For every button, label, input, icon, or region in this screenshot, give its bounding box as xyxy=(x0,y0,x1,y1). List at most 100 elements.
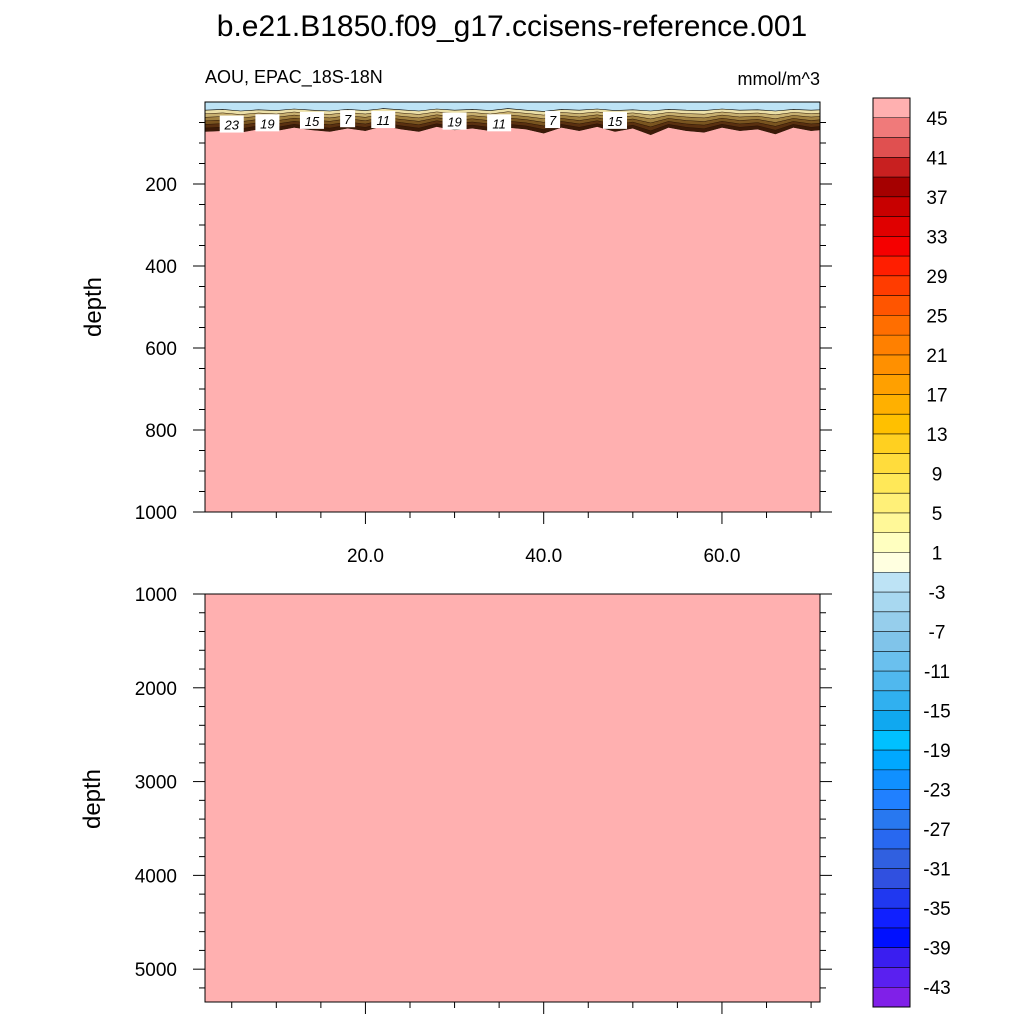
colorbar-swatch xyxy=(873,216,910,237)
colorbar-swatch xyxy=(873,157,910,178)
colorbar-swatch xyxy=(873,710,910,731)
colorbar-swatch xyxy=(873,848,910,870)
x-tick-label: 40.0 xyxy=(525,546,562,567)
colorbar-swatch xyxy=(873,987,910,1008)
upper-y-tick-label: 800 xyxy=(145,421,177,442)
lower-y-tick-label: 4000 xyxy=(135,866,177,887)
colorbar-label: -3 xyxy=(929,583,946,604)
lower-deep-field xyxy=(205,594,820,1002)
colorbar-swatch xyxy=(873,631,910,652)
lower-plot-area xyxy=(205,594,820,1002)
upper-y-tick-label: 600 xyxy=(145,339,177,360)
colorbar: 45 41 37 33 29 25 21 17 13 9 5 1 -3 -7 -11 -15 -19 -23 -27… xyxy=(872,97,951,1008)
svg-text:19: 19 xyxy=(447,115,461,130)
colorbar-swatch xyxy=(873,532,910,553)
colorbar-swatch xyxy=(873,433,910,455)
colorbar-swatch xyxy=(873,275,910,297)
colorbar-label: 37 xyxy=(926,188,947,209)
contour-label: 7 xyxy=(545,111,561,129)
colorbar-swatch xyxy=(873,769,910,791)
colorbar-swatch xyxy=(873,592,910,613)
colorbar-swatch xyxy=(873,908,910,929)
colorbar-swatch xyxy=(873,730,910,751)
svg-text:15: 15 xyxy=(608,114,623,129)
colorbar-swatch xyxy=(873,829,910,850)
svg-text:11: 11 xyxy=(377,113,391,128)
upper-panel: AOU, EPAC_18S-18N mmol/m^3 23 19 15 7 11 19 11… xyxy=(80,67,832,567)
colorbar-label: -7 xyxy=(929,623,946,644)
svg-text:15: 15 xyxy=(305,114,320,129)
colorbar-swatch xyxy=(873,354,910,376)
upper-subtitle-right: mmol/m^3 xyxy=(738,69,820,89)
colorbar-label: 5 xyxy=(932,504,943,525)
upper-deep-field xyxy=(205,102,820,512)
colorbar-label: -19 xyxy=(923,741,950,762)
colorbar-label: 29 xyxy=(926,267,947,288)
colorbar-swatch xyxy=(873,552,910,573)
colorbar-label: -39 xyxy=(923,939,950,960)
colorbar-swatch xyxy=(873,256,910,277)
contour-label: 15 xyxy=(603,111,627,129)
colorbar-swatch xyxy=(873,374,910,395)
colorbar-swatch xyxy=(873,236,910,257)
colorbar-swatch xyxy=(873,453,910,474)
colorbar-swatch xyxy=(873,809,910,830)
colorbar-swatch xyxy=(873,927,910,949)
colorbar-label: 41 xyxy=(926,148,947,169)
x-tick-label: 60.0 xyxy=(703,546,740,567)
contour-label: 11 xyxy=(371,111,396,129)
upper-y-tick-label: 200 xyxy=(145,175,177,196)
lower-axes: 1000 2000 3000 4000 5000 xyxy=(135,585,832,1014)
colorbar-swatch xyxy=(873,196,910,217)
colorbar-swatch xyxy=(873,473,910,494)
svg-text:23: 23 xyxy=(224,118,240,133)
colorbar-swatch xyxy=(873,651,910,672)
colorbar-swatch xyxy=(873,967,910,988)
colorbar-label: -23 xyxy=(923,781,950,802)
colorbar-swatch xyxy=(873,690,910,711)
lower-y-tick-label: 3000 xyxy=(135,773,177,794)
contour-label: 15 xyxy=(299,111,324,129)
svg-text:7: 7 xyxy=(344,112,352,127)
colorbar-swatch xyxy=(873,414,910,435)
colorbar-swatch xyxy=(873,572,910,593)
contour-label: 19 xyxy=(442,112,467,130)
lower-y-axis-label: depth xyxy=(79,769,106,829)
colorbar-label: 33 xyxy=(926,227,947,248)
colorbar-label: -11 xyxy=(924,662,950,683)
colorbar-label: -27 xyxy=(923,820,950,841)
upper-axes: 200 400 600 800 1000 20.0 40.0 60.0 xyxy=(135,101,832,567)
colorbar-label: 45 xyxy=(926,109,947,130)
colorbar-swatch xyxy=(873,671,910,692)
lower-panel: 1000 2000 3000 4000 5000 depth xyxy=(79,585,832,1014)
x-tick-label: 20.0 xyxy=(347,546,384,567)
colorbar-swatch xyxy=(873,947,910,968)
contour-label: 23 xyxy=(219,115,244,133)
lower-y-tick-label: 2000 xyxy=(135,679,177,700)
svg-text:7: 7 xyxy=(549,113,557,128)
contour-label: 7 xyxy=(340,110,356,128)
upper-plot-area: 23 19 15 7 11 19 11 7 15 xyxy=(204,101,821,512)
colorbar-swatch xyxy=(873,493,910,514)
upper-y-tick-label: 400 xyxy=(145,257,177,278)
colorbar-label: 1 xyxy=(932,544,943,565)
colorbar-label: 9 xyxy=(932,464,943,485)
colorbar-swatch xyxy=(873,117,910,138)
plot-title: b.e21.B1850.f09_g17.ccisens-reference.00… xyxy=(217,10,807,43)
colorbar-label: 13 xyxy=(926,425,947,446)
colorbar-label: -35 xyxy=(923,899,950,920)
colorbar-label: 25 xyxy=(926,306,947,327)
lower-y-tick-label: 5000 xyxy=(135,960,177,981)
colorbar-swatch xyxy=(873,888,910,909)
colorbar-label: -15 xyxy=(923,702,950,723)
lower-y-tick-label: 1000 xyxy=(135,585,177,606)
upper-y-axis-label: depth xyxy=(80,277,107,337)
colorbar-swatch xyxy=(873,868,910,889)
colorbar-swatch xyxy=(873,789,910,810)
colorbar-swatch xyxy=(873,98,910,119)
colorbar-swatch xyxy=(873,315,910,336)
contour-label: 19 xyxy=(255,114,280,132)
surface-negative-layer xyxy=(204,101,821,112)
colorbar-swatch xyxy=(873,750,910,771)
